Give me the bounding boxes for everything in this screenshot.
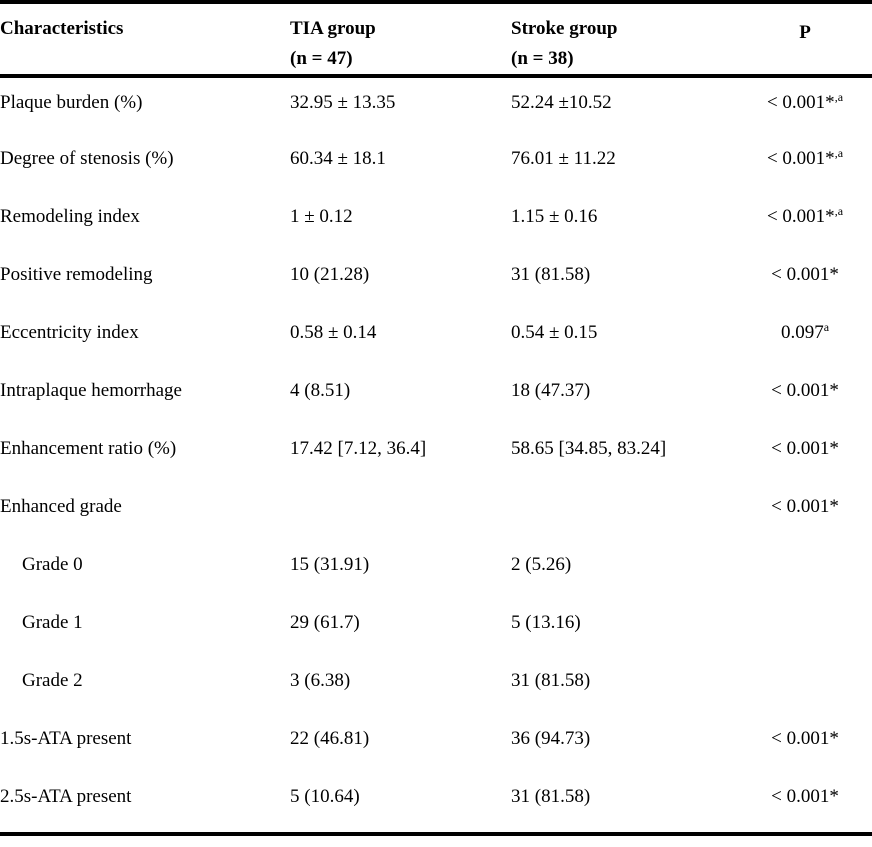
table-body: Plaque burden (%) 32.95 ± 13.35 52.24 ±10.…	[0, 76, 872, 830]
p-value: < 0.001*	[738, 424, 872, 482]
p-value: < 0.001*,a	[738, 76, 872, 134]
table-row: Degree of stenosis (%) 60.34 ± 18.1 76.01 …	[0, 134, 872, 192]
table-row: Positive remodeling 10 (21.28) 31 (81.58) <…	[0, 250, 872, 308]
header-p-value: P	[738, 2, 872, 78]
stroke-group-value: 31 (81.58)	[511, 786, 591, 807]
stroke-group-value: 1.15 ± 0.16	[511, 206, 598, 227]
row-label: Intraplaque hemorrhage	[0, 380, 182, 401]
table-bottom-rule	[0, 832, 872, 836]
p-value-superscript: a	[823, 320, 830, 334]
row-label: Grade 0	[22, 554, 83, 575]
table-row: Eccentricity index 0.58 ± 0.14 0.54 ± 0.15…	[0, 308, 872, 366]
p-value-main: < 0.001*	[766, 206, 835, 227]
p-value: < 0.001*	[738, 772, 872, 830]
p-value: < 0.001*	[738, 366, 872, 424]
stroke-group-value: 31 (81.58)	[511, 670, 591, 691]
table-header: Characteristics TIA group (n = 47) Strok…	[0, 2, 872, 78]
tia-group-value: 22 (46.81)	[290, 728, 370, 749]
row-label: Plaque burden (%)	[0, 92, 143, 113]
tia-group-value: 15 (31.91)	[290, 554, 370, 575]
stroke-group-value: 36 (94.73)	[511, 728, 591, 749]
header-stroke-group: Stroke group (n = 38)	[511, 2, 738, 78]
row-label: Eccentricity index	[0, 322, 139, 343]
p-value-main: < 0.001*	[766, 148, 835, 169]
p-value-main: < 0.001*	[771, 786, 839, 807]
header-row: Characteristics TIA group (n = 47) Strok…	[0, 2, 872, 78]
tia-group-value: 3 (6.38)	[290, 670, 351, 691]
header-tia-group-n: (n = 47)	[290, 48, 353, 69]
p-value	[738, 540, 872, 598]
table-row: Plaque burden (%) 32.95 ± 13.35 52.24 ±10.…	[0, 76, 872, 134]
stroke-group-value: 31 (81.58)	[511, 264, 591, 285]
p-value: 0.097a	[738, 308, 872, 366]
row-label: Grade 2	[22, 670, 83, 691]
tia-group-value: 32.95 ± 13.35	[290, 92, 396, 113]
row-label: Remodeling index	[0, 206, 140, 227]
table-row: Remodeling index 1 ± 0.12 1.15 ± 0.16 < 0.0…	[0, 192, 872, 250]
p-value-main: < 0.001*	[766, 92, 835, 113]
table-row: Grade 0 15 (31.91) 2 (5.26)	[0, 540, 872, 598]
row-label: Positive remodeling	[0, 264, 153, 285]
stroke-group-value: 0.54 ± 0.15	[511, 322, 598, 343]
p-value-superscript: ,a	[834, 204, 844, 218]
p-value-main: 0.097	[780, 322, 824, 343]
p-value: < 0.001*,a	[738, 134, 872, 192]
table-row: Grade 2 3 (6.38) 31 (81.58)	[0, 656, 872, 714]
p-value-main: < 0.001*	[771, 728, 839, 749]
stroke-group-value	[511, 482, 738, 540]
stroke-group-value: 52.24 ±10.52	[511, 92, 612, 113]
row-label: 1.5s-ATA present	[0, 728, 132, 749]
p-value-superscript: ,a	[834, 146, 844, 160]
p-value	[738, 656, 872, 714]
p-value-main: < 0.001*	[771, 438, 839, 459]
p-value	[738, 598, 872, 656]
p-value: < 0.001*,a	[738, 192, 872, 250]
header-stroke-group-title: Stroke group	[511, 18, 618, 39]
stroke-group-value: 76.01 ± 11.22	[511, 148, 616, 169]
stroke-group-value: 5 (13.16)	[511, 612, 581, 633]
tia-group-value: 1 ± 0.12	[290, 206, 353, 227]
tia-group-value: 29 (61.7)	[290, 612, 360, 633]
header-tia-group: TIA group (n = 47)	[290, 2, 511, 78]
row-label: 2.5s-ATA present	[0, 786, 132, 807]
p-value-main: < 0.001*	[771, 264, 839, 285]
stroke-group-value: 18 (47.37)	[511, 380, 591, 401]
row-label: Enhanced grade	[0, 496, 122, 517]
table-row: Enhanced grade < 0.001*	[0, 482, 872, 540]
p-value: < 0.001*	[738, 482, 872, 540]
p-value-superscript: ,a	[834, 90, 844, 104]
header-characteristics: Characteristics	[0, 2, 290, 78]
tia-group-value: 4 (8.51)	[290, 380, 351, 401]
header-tia-group-title: TIA group	[290, 18, 376, 39]
table-row: Grade 1 29 (61.7) 5 (13.16)	[0, 598, 872, 656]
row-label: Enhancement ratio (%)	[0, 438, 177, 459]
p-value: < 0.001*	[738, 250, 872, 308]
header-stroke-group-n: (n = 38)	[511, 48, 574, 69]
table-row: 1.5s-ATA present 22 (46.81) 36 (94.73) < 0.…	[0, 714, 872, 772]
tia-group-value: 60.34 ± 18.1	[290, 148, 386, 169]
tia-group-value: 17.42 [7.12, 36.4]	[290, 438, 427, 459]
table-row: Enhancement ratio (%) 17.42 [7.12, 36.4] 5…	[0, 424, 872, 482]
tia-group-value: 0.58 ± 0.14	[290, 322, 377, 343]
p-value: < 0.001*	[738, 714, 872, 772]
characteristics-comparison-table: Characteristics TIA group (n = 47) Strok…	[0, 0, 872, 830]
stroke-group-value: 2 (5.26)	[511, 554, 572, 575]
row-label: Grade 1	[22, 612, 83, 633]
stroke-group-value: 58.65 [34.85, 83.24]	[511, 438, 667, 459]
p-value-main: < 0.001*	[771, 496, 839, 517]
row-label: Degree of stenosis (%)	[0, 148, 174, 169]
tia-group-value	[290, 482, 511, 540]
tia-group-value: 10 (21.28)	[290, 264, 370, 285]
p-value-main: < 0.001*	[771, 380, 839, 401]
table-row: Intraplaque hemorrhage 4 (8.51) 18 (47.37)…	[0, 366, 872, 424]
table-row: 2.5s-ATA present 5 (10.64) 31 (81.58) < 0.0…	[0, 772, 872, 830]
tia-group-value: 5 (10.64)	[290, 786, 360, 807]
